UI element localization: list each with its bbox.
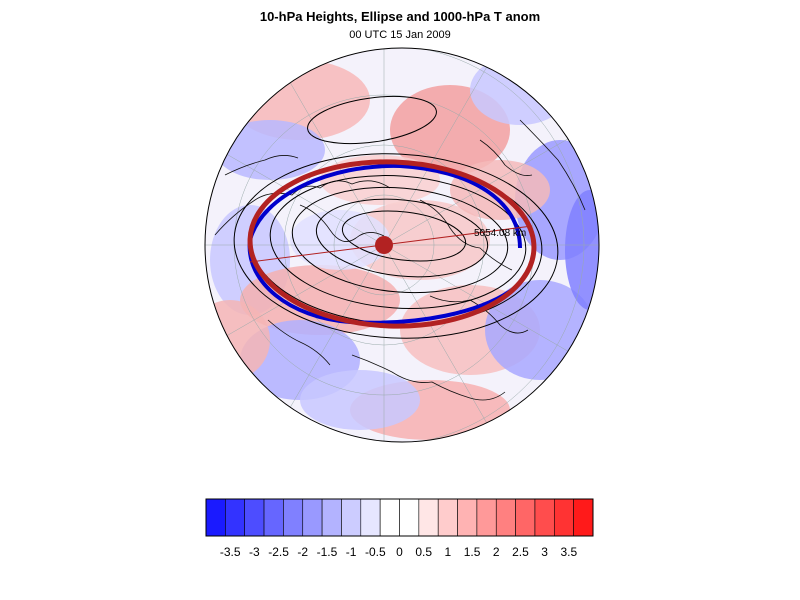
colorbar-cell — [574, 499, 593, 536]
colorbar-tick-label: 1.5 — [464, 545, 481, 559]
colorbar-tick-label: -1 — [346, 545, 357, 559]
colorbar-tick-label: 3.5 — [560, 545, 577, 559]
colorbar-tick-label: -2 — [297, 545, 308, 559]
colorbar-tick-label: 0.5 — [415, 545, 432, 559]
colorbar-cell — [419, 499, 438, 536]
colorbar-cell — [225, 499, 244, 536]
colorbar-tick-label: 2 — [493, 545, 500, 559]
colorbar-cell — [477, 499, 496, 536]
colorbar-cell — [554, 499, 573, 536]
colorbar-cell — [341, 499, 360, 536]
colorbar-cell — [496, 499, 515, 536]
colorbar-tick-label: -1.5 — [317, 545, 338, 559]
colorbar-cell — [535, 499, 554, 536]
colorbar-tick-label: -2.5 — [268, 545, 289, 559]
colorbar-cell — [245, 499, 264, 536]
colorbar-cell — [322, 499, 341, 536]
colorbar-tick-label: 0 — [396, 545, 403, 559]
colorbar-tick-label: -0.5 — [365, 545, 386, 559]
colorbar-cell — [264, 499, 283, 536]
colorbar-tick-label: -3 — [249, 545, 260, 559]
colorbar-cell — [303, 499, 322, 536]
colorbar-tick-label: 1 — [445, 545, 452, 559]
colorbar-cell — [438, 499, 457, 536]
colorbar-cell — [458, 499, 477, 536]
colorbar-cell — [380, 499, 399, 536]
colorbar-cell — [361, 499, 380, 536]
colorbar-cell — [400, 499, 419, 536]
colorbar-cell — [516, 499, 535, 536]
colorbar-cell — [283, 499, 302, 536]
colorbar-tick-label: 3 — [541, 545, 548, 559]
colorbar-tick-label: -3.5 — [220, 545, 241, 559]
colorbar-cell — [206, 499, 225, 536]
colorbar-tick-label: 2.5 — [512, 545, 529, 559]
